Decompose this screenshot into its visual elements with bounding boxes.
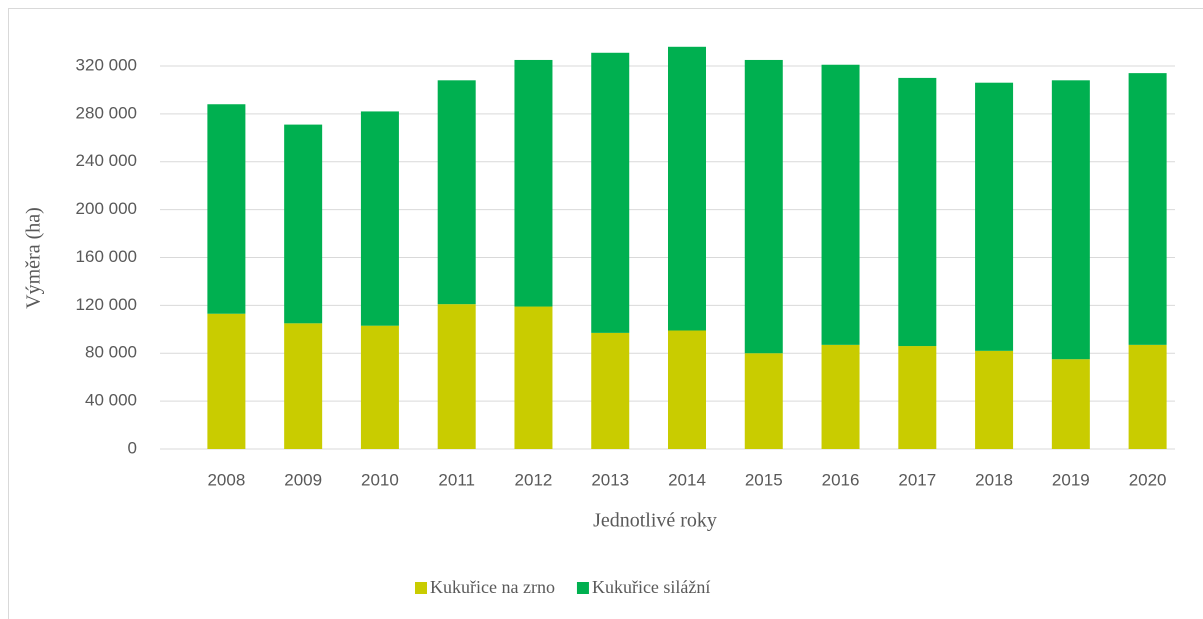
x-tick-label: 2018 (975, 470, 1013, 489)
chart-border (8, 8, 1203, 619)
bar (1128, 344, 1167, 449)
bar (821, 344, 860, 449)
x-tick-label: 2011 (438, 470, 475, 489)
bar (360, 111, 399, 326)
bar (975, 82, 1014, 351)
y-tick-label: 80 000 (85, 343, 137, 362)
x-tick-label: 2013 (591, 470, 629, 489)
legend-swatch (576, 582, 589, 594)
x-tick-label: 2010 (361, 470, 399, 489)
y-tick-label: 0 (128, 438, 137, 457)
bar (284, 124, 323, 324)
y-tick-label: 280 000 (76, 103, 137, 122)
bar (360, 325, 399, 449)
y-tick-label: 240 000 (76, 151, 137, 170)
x-tick-label: 2016 (822, 470, 860, 489)
bar (1051, 359, 1090, 449)
y-tick-label: 320 000 (76, 55, 137, 74)
y-tick-label: 200 000 (76, 199, 137, 218)
bar (744, 353, 783, 449)
bar (898, 77, 937, 347)
y-tick-label: 160 000 (76, 247, 137, 266)
bar (821, 64, 860, 345)
y-axis-title: Výměra (ha) (23, 207, 45, 309)
bar (207, 313, 246, 449)
bar (668, 46, 706, 331)
x-tick-label: 2020 (1129, 470, 1167, 489)
bar (437, 80, 476, 305)
bar (514, 59, 553, 307)
y-tick-label: 40 000 (85, 391, 137, 410)
bar (514, 306, 553, 449)
bar (591, 332, 630, 449)
bar (284, 323, 323, 449)
x-tick-label: 2012 (515, 470, 553, 489)
bar (591, 52, 630, 333)
bar (1051, 80, 1090, 360)
x-tick-label: 2009 (284, 470, 322, 489)
x-tick-label: 2019 (1052, 470, 1090, 489)
bar (744, 59, 783, 354)
x-tick-label: 2015 (745, 470, 783, 489)
legend-label: Kukuřice silážní (592, 577, 710, 597)
x-axis-title: Jednotlivé roky (593, 510, 717, 532)
x-tick-label: 2017 (898, 470, 936, 489)
y-tick-label: 120 000 (76, 295, 137, 314)
bar (207, 104, 246, 314)
bar (975, 350, 1014, 449)
bar (668, 330, 706, 449)
legend-swatch (415, 582, 427, 594)
legend-label: Kukuřice na zrno (430, 577, 555, 597)
bar (898, 346, 937, 449)
bar (1128, 73, 1167, 345)
bar (437, 304, 476, 449)
x-tick-label: 2014 (668, 470, 706, 489)
x-tick-label: 2008 (207, 470, 245, 489)
